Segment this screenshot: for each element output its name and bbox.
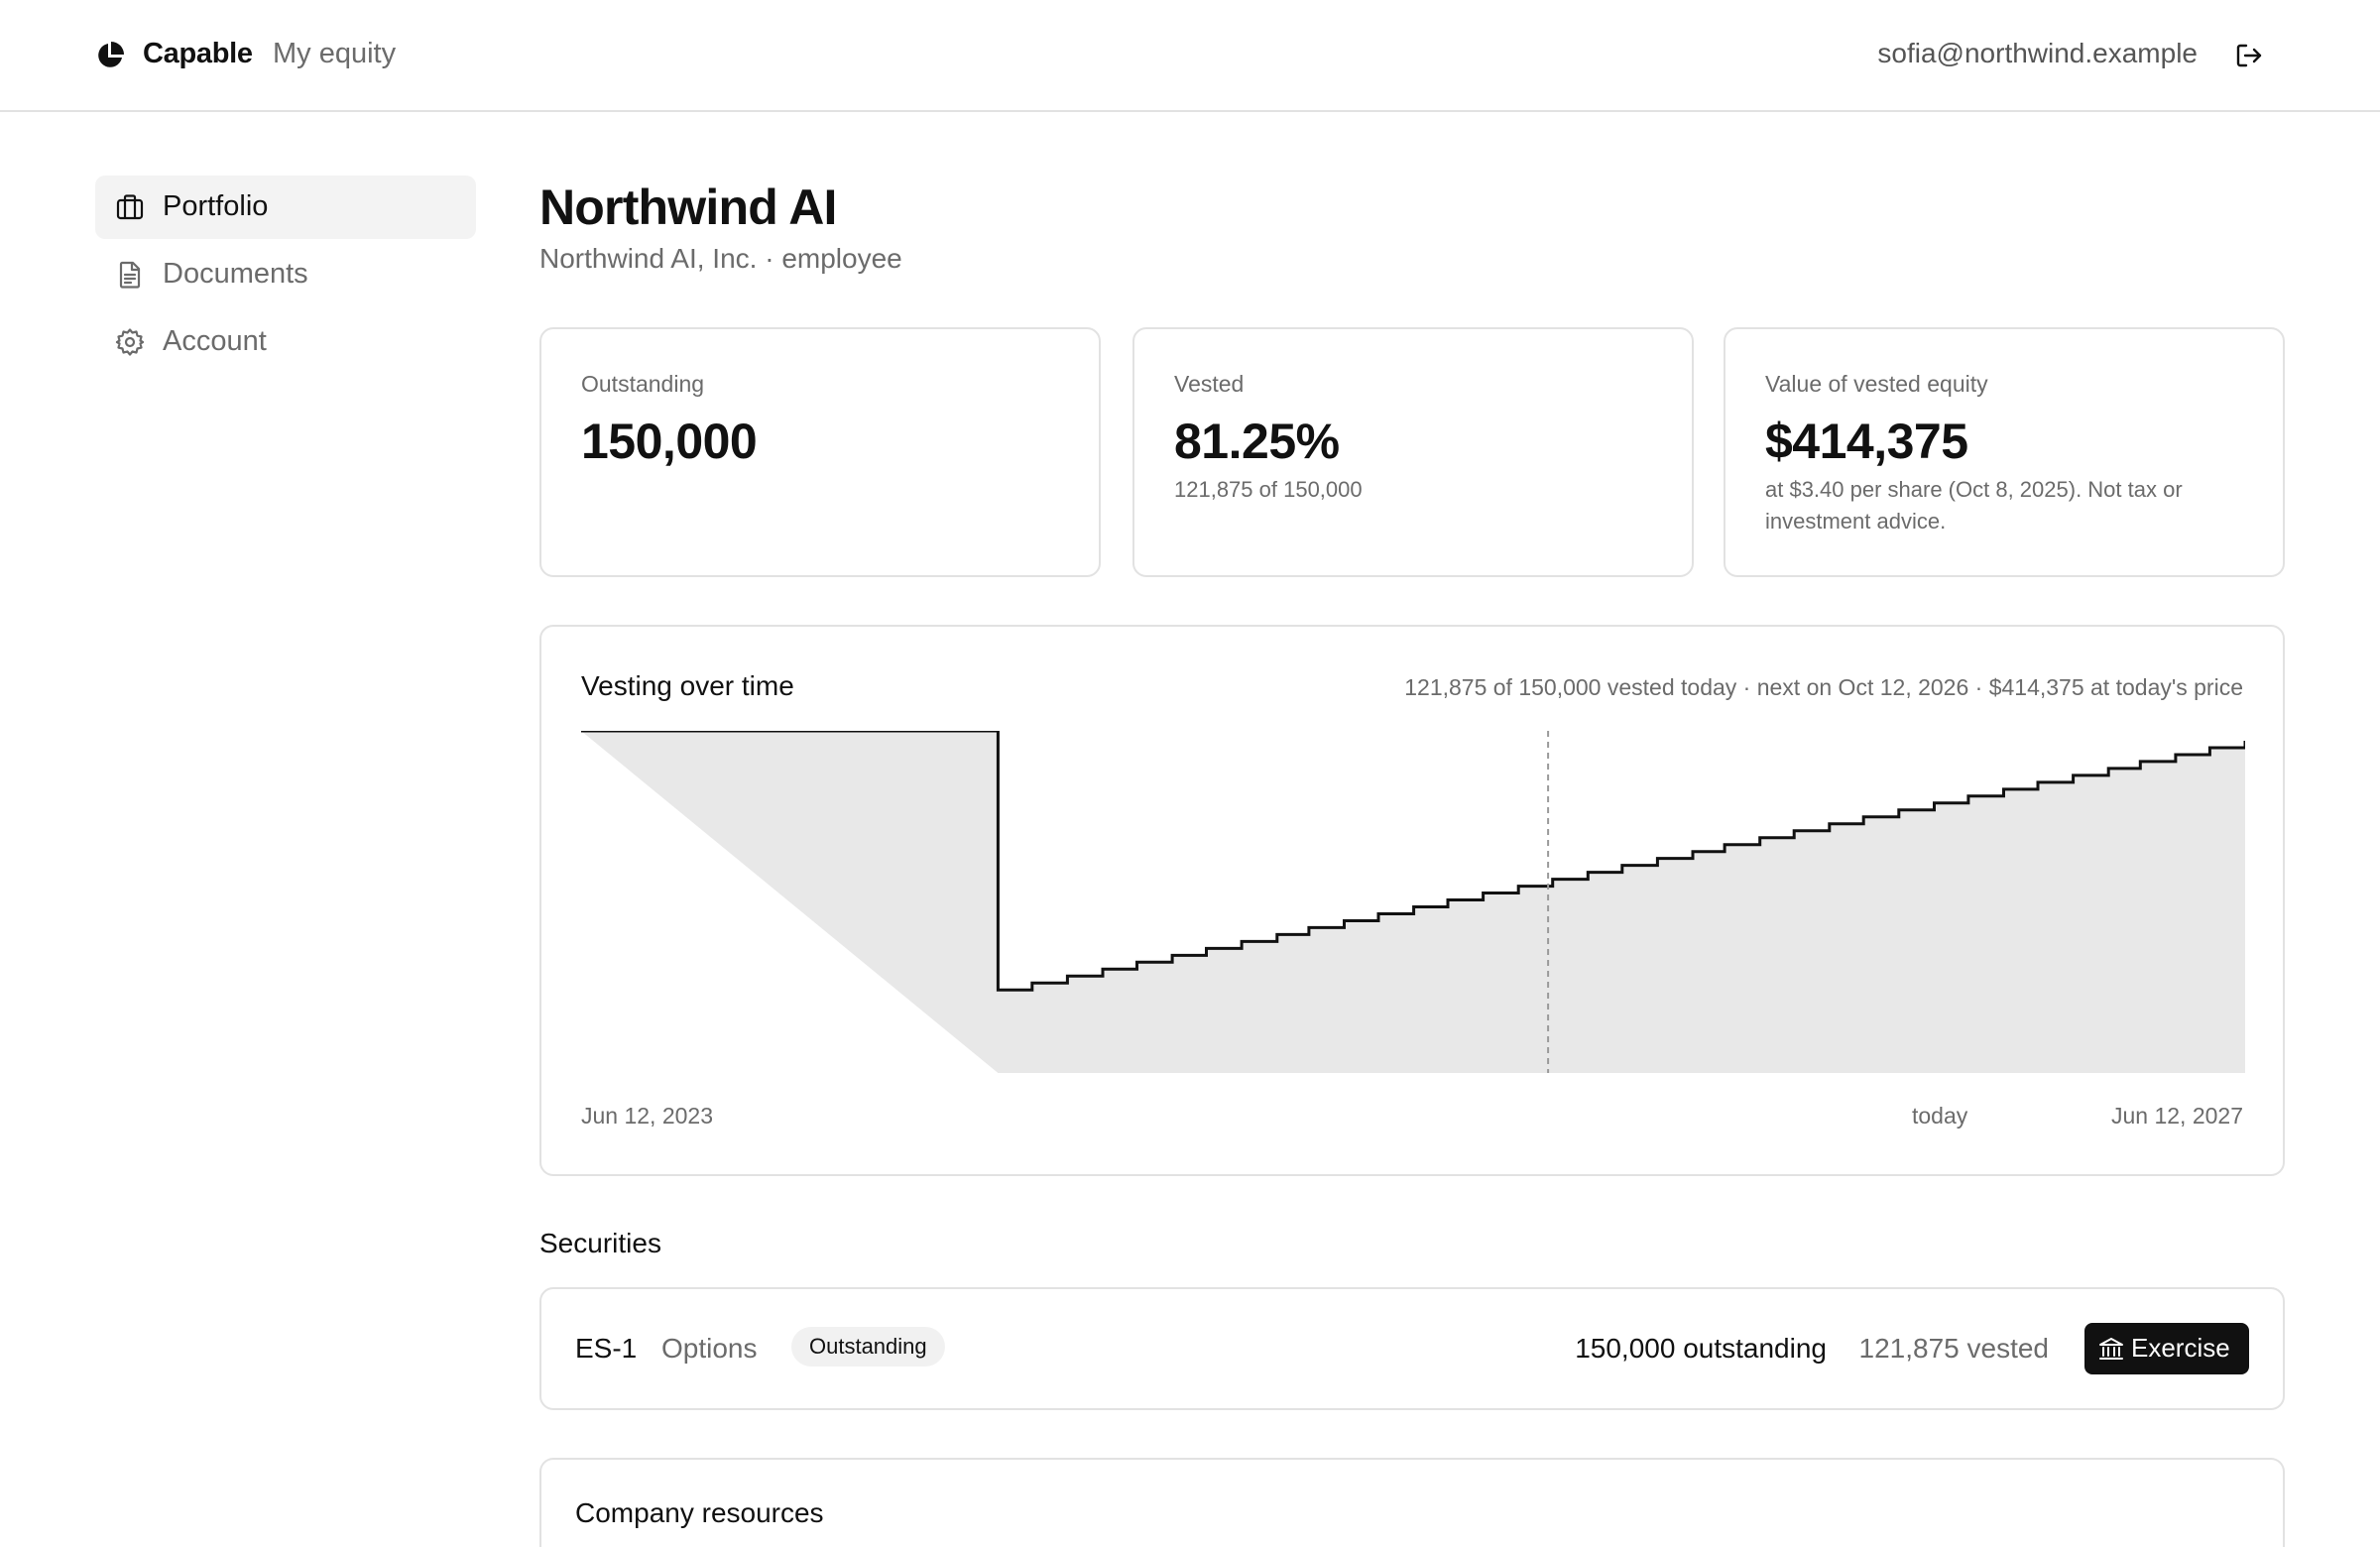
page-title: Northwind AI [539, 179, 837, 235]
page-subtitle: Northwind AI, Inc. · employee [539, 243, 902, 274]
security-outstanding: 150,000 outstanding [1575, 1333, 1827, 1364]
company-resources-card: Company resources [539, 1458, 2285, 1547]
chart-title: Vesting over time [581, 670, 794, 701]
security-vested: 121,875 vested [1858, 1333, 2050, 1364]
top-bar: Capable My equity sofia@northwind.exampl… [0, 0, 2380, 112]
stat-value: 81.25% [1174, 414, 1340, 469]
document-icon [119, 261, 141, 289]
vesting-chart [581, 731, 2245, 1073]
company-resources-title: Company resources [575, 1497, 824, 1528]
vesting-line [581, 731, 2245, 992]
sidebar-item-account[interactable]: Account [95, 310, 476, 374]
gear-icon [115, 328, 145, 356]
sidebar-nav: Portfolio Documents Account [95, 176, 476, 378]
sidebar-item-label: Portfolio [163, 190, 269, 222]
stat-note: 121,875 of 150,000 [1174, 477, 1363, 502]
stat-value: $414,375 [1765, 414, 1968, 469]
stat-card-vested: Vested 81.25% 121,875 of 150,000 [1132, 327, 1694, 577]
briefcase-icon [116, 194, 144, 220]
vesting-area [581, 731, 2245, 1073]
stat-card-outstanding: Outstanding 150,000 [539, 327, 1101, 577]
x-tick-start: Jun 12, 2023 [581, 1103, 714, 1129]
sidebar-item-portfolio[interactable]: Portfolio [95, 176, 476, 239]
brand-name[interactable]: Capable [143, 38, 253, 69]
logout-icon[interactable] [2233, 40, 2265, 71]
status-badge: Outstanding [791, 1327, 945, 1367]
security-type: Options [661, 1333, 758, 1364]
security-id: ES-1 [575, 1333, 638, 1364]
bank-icon [2099, 1338, 2123, 1360]
stat-label: Outstanding [581, 371, 705, 397]
stat-label: Value of vested equity [1765, 371, 1988, 397]
vesting-chart-card: Vesting over time 121,875 of 150,000 ves… [539, 625, 2285, 1176]
chart-summary: 121,875 of 150,000 vested today · next o… [1404, 674, 2243, 700]
sidebar-item-documents[interactable]: Documents [95, 243, 476, 306]
securities-title: Securities [539, 1228, 661, 1258]
sidebar-item-label: Account [163, 325, 267, 357]
sidebar-item-label: Documents [163, 258, 308, 290]
stat-note: at $3.40 per share (Oct 8, 2025). Not ta… [1765, 477, 2183, 534]
section-name: My equity [273, 38, 397, 69]
pie-chart-icon[interactable] [94, 40, 126, 71]
stat-label: Vested [1174, 371, 1245, 397]
stat-value: 150,000 [581, 414, 758, 469]
exercise-button[interactable]: Exercise [2084, 1323, 2249, 1374]
security-row[interactable]: ES-1 Options Outstanding 150,000 outstan… [539, 1287, 2285, 1410]
stat-card-vested-value: Value of vested equity $414,375 at $3.40… [1724, 327, 2285, 577]
user-email: sofia@northwind.example [1877, 38, 2198, 68]
exercise-button-label: Exercise [2131, 1333, 2230, 1363]
x-tick-today: today [1912, 1103, 1968, 1129]
x-tick-end: Jun 12, 2027 [2110, 1103, 2243, 1129]
